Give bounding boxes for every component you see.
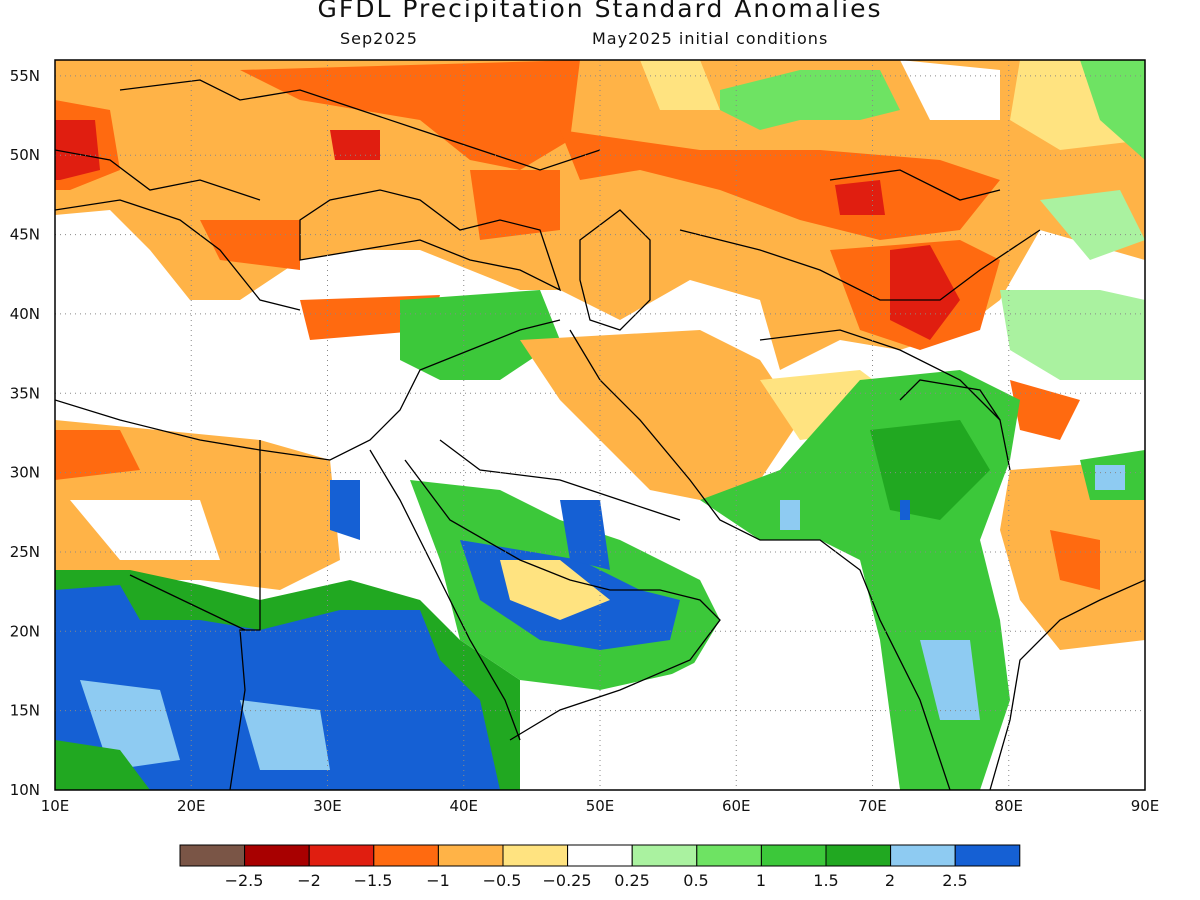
lat-tick-label: 15N xyxy=(10,702,40,720)
lat-tick-label: 35N xyxy=(10,384,40,402)
lat-axis: 10N 15N 20N 25N 30N 35N 40N 45N 50N 55N xyxy=(10,67,40,799)
lon-tick-label: 20E xyxy=(177,797,206,815)
coastlines xyxy=(55,79,1145,790)
lat-tick-label: 45N xyxy=(10,226,40,244)
colorbar-label: 2 xyxy=(885,871,895,890)
colorbar-swatch xyxy=(760,844,827,867)
colorbar-swatch xyxy=(437,844,504,867)
lat-tick-label: 55N xyxy=(10,67,40,85)
colorbar-swatch xyxy=(890,844,956,867)
colorbar-swatch xyxy=(373,844,439,867)
lat-tick-label: 30N xyxy=(10,464,40,482)
colorbar-label: 0.25 xyxy=(614,871,650,890)
colorbar-label: −1.5 xyxy=(354,871,393,890)
anomaly-moderate-north xyxy=(240,60,580,170)
colorbar-label: 2.5 xyxy=(942,871,967,890)
lat-tick-label: 20N xyxy=(10,622,40,640)
colorbar-label: −1 xyxy=(426,871,450,890)
grid-lines xyxy=(55,60,1145,790)
colorbar-label: −0.5 xyxy=(483,871,522,890)
lon-tick-label: 40E xyxy=(449,797,478,815)
colorbar-swatch xyxy=(244,844,310,867)
lon-tick-label: 30E xyxy=(313,797,342,815)
colorbar-label: 0.5 xyxy=(683,871,708,890)
colorbar-swatch xyxy=(308,844,375,867)
lon-tick-label: 10E xyxy=(41,797,70,815)
colorbar-label: 1 xyxy=(756,871,766,890)
forecast-month: Sep2025 xyxy=(340,29,418,48)
colorbar-swatch xyxy=(502,844,569,867)
map-frame xyxy=(54,59,1146,791)
colorbar-swatch xyxy=(179,844,246,867)
lon-tick-label: 60E xyxy=(722,797,751,815)
lon-tick-label: 80E xyxy=(994,797,1023,815)
initial-conditions: May2025 initial conditions xyxy=(592,29,829,48)
lat-tick-label: 40N xyxy=(10,305,40,323)
lat-tick-label: 50N xyxy=(10,146,40,164)
colorbar-swatch xyxy=(954,844,1021,867)
colorbar-label: −0.25 xyxy=(542,871,591,890)
colorbar-swatch xyxy=(631,844,698,867)
lon-axis: 10E 20E 30E 40E 50E 60E 70E 80E 90E xyxy=(41,797,1160,815)
lon-tick-label: 50E xyxy=(586,797,615,815)
page-title: GFDL Precipitation Standard Anomalies xyxy=(317,0,883,23)
colorbar-swatch xyxy=(825,844,892,867)
lon-tick-label: 90E xyxy=(1131,797,1160,815)
lat-tick-label: 10N xyxy=(10,781,40,799)
colorbar-label: 1.5 xyxy=(813,871,838,890)
colorbar-label: −2.5 xyxy=(225,871,264,890)
anomaly-wet-central-asia xyxy=(720,70,900,130)
ocean-arabian-sea xyxy=(520,560,900,790)
lon-tick-label: 70E xyxy=(858,797,887,815)
colorbar-swatch xyxy=(567,844,633,867)
colorbar: −2.5 −2 −1.5 −1 −0.5 −0.25 0.25 0.5 1 1.… xyxy=(179,844,1021,890)
colorbar-label: −2 xyxy=(297,871,321,890)
anomaly-fields xyxy=(55,60,1145,790)
colorbar-swatch xyxy=(696,844,762,867)
lat-tick-label: 25N xyxy=(10,543,40,561)
